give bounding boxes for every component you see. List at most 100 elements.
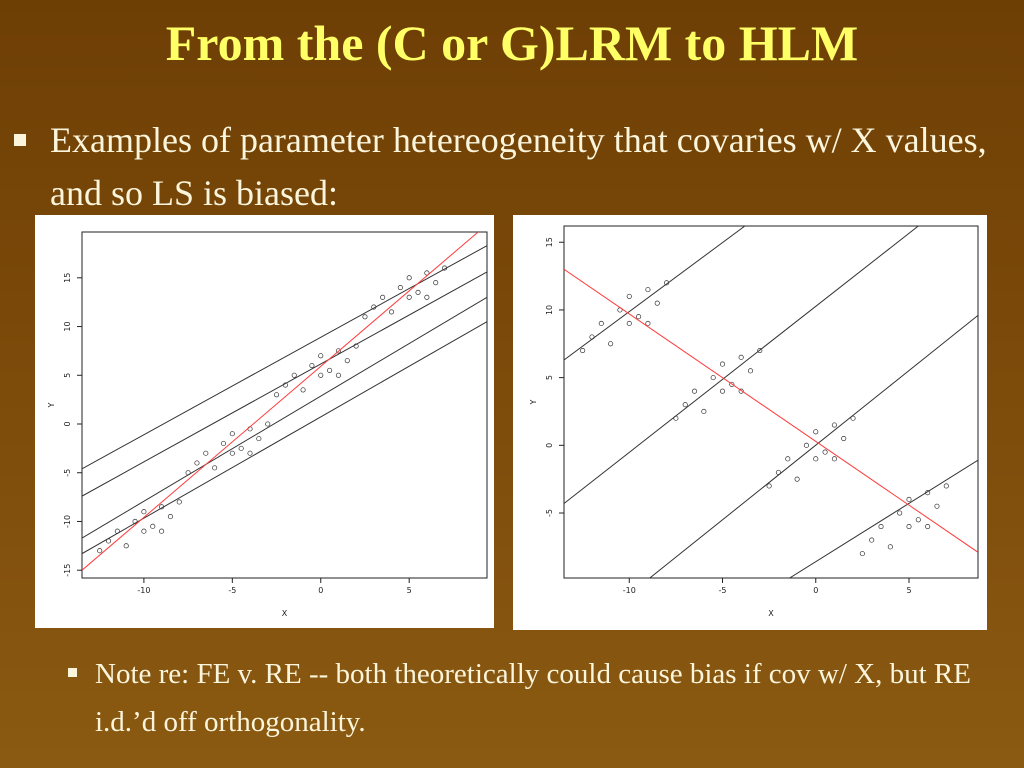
point — [194, 460, 200, 466]
x-tick-label: -10 — [137, 586, 150, 595]
point — [831, 456, 837, 462]
point — [925, 524, 931, 530]
y-tick-label: -5 — [63, 469, 72, 477]
chart: -10 -5 0 5 -15 -10 -5 0 5 10 15 X Y — [35, 215, 494, 628]
point — [406, 294, 412, 300]
point — [794, 476, 800, 482]
point — [415, 289, 421, 295]
point — [738, 354, 744, 360]
sub-bullet-text: Note re: FE v. RE -- both theoretically … — [95, 658, 971, 738]
point — [682, 402, 688, 408]
point — [229, 450, 235, 456]
point — [850, 415, 856, 421]
y-axis-label: Y — [529, 399, 538, 405]
point — [406, 275, 412, 281]
bullet-text: Examples of parameter hetereogeneity tha… — [50, 120, 987, 213]
point — [229, 431, 235, 437]
y-tick-label: -10 — [63, 515, 72, 528]
point — [335, 372, 341, 378]
chart-panel — [513, 215, 987, 630]
point — [344, 358, 350, 364]
point — [318, 372, 324, 378]
point — [701, 408, 707, 415]
point — [433, 280, 439, 286]
y-tick-label: -5 — [545, 509, 554, 517]
x-axis-label: X — [282, 609, 288, 618]
plot-frame — [81, 231, 488, 579]
y-tick-label: 15 — [545, 237, 554, 247]
plot-area — [564, 226, 978, 578]
x-axis-label: X — [768, 609, 774, 618]
point — [710, 375, 716, 381]
point — [654, 300, 660, 306]
point — [318, 353, 324, 359]
x-tick-label: 5 — [407, 586, 412, 595]
point — [757, 348, 763, 354]
point — [141, 528, 147, 534]
point — [729, 381, 735, 387]
point — [388, 309, 395, 315]
point — [645, 320, 651, 327]
point — [608, 341, 614, 347]
fit-line — [82, 321, 487, 555]
point — [265, 421, 271, 427]
point — [424, 294, 430, 300]
plot-area — [82, 232, 487, 571]
point — [626, 293, 632, 299]
plot-frame — [563, 225, 979, 579]
y-tick-label: 5 — [63, 373, 72, 378]
point — [256, 436, 262, 442]
point — [738, 388, 744, 394]
point — [159, 528, 165, 534]
point — [869, 537, 875, 543]
point — [327, 367, 333, 373]
point — [309, 362, 315, 369]
point — [766, 483, 772, 489]
y-tick-label: 0 — [63, 421, 72, 426]
point — [362, 314, 368, 320]
y-tick-label: -15 — [63, 564, 72, 577]
x-tick-label: 5 — [906, 586, 911, 595]
y-tick-label: 0 — [545, 443, 554, 448]
point — [785, 456, 791, 462]
point — [859, 551, 865, 557]
point — [645, 287, 651, 293]
point — [598, 320, 604, 327]
point — [141, 509, 147, 515]
point — [203, 450, 209, 456]
point — [580, 348, 586, 354]
point — [887, 544, 893, 550]
point — [747, 368, 754, 374]
point — [831, 422, 837, 428]
point — [291, 372, 297, 378]
point — [813, 456, 819, 462]
x-tick-label: 0 — [813, 586, 818, 595]
point — [906, 524, 912, 530]
y-tick-label: 15 — [63, 273, 72, 283]
point — [150, 523, 156, 529]
point — [841, 436, 847, 442]
fit-line — [564, 226, 919, 504]
y-tick-label: 10 — [63, 321, 72, 331]
point — [335, 348, 341, 354]
y-tick-label: 5 — [545, 375, 554, 380]
point — [636, 314, 642, 320]
point — [220, 440, 227, 447]
fit-line — [82, 271, 487, 497]
fit-line — [564, 226, 746, 361]
point — [803, 442, 809, 448]
point — [906, 496, 912, 503]
point — [626, 320, 632, 327]
fit-line — [649, 314, 978, 578]
point — [719, 361, 726, 367]
point — [915, 517, 921, 523]
x-tick-label: -5 — [719, 586, 727, 595]
point — [238, 445, 244, 451]
point — [247, 450, 253, 456]
point — [176, 499, 182, 505]
point — [397, 285, 403, 291]
point — [380, 294, 386, 300]
fit-line — [564, 268, 978, 553]
bullet-marker — [14, 134, 26, 146]
